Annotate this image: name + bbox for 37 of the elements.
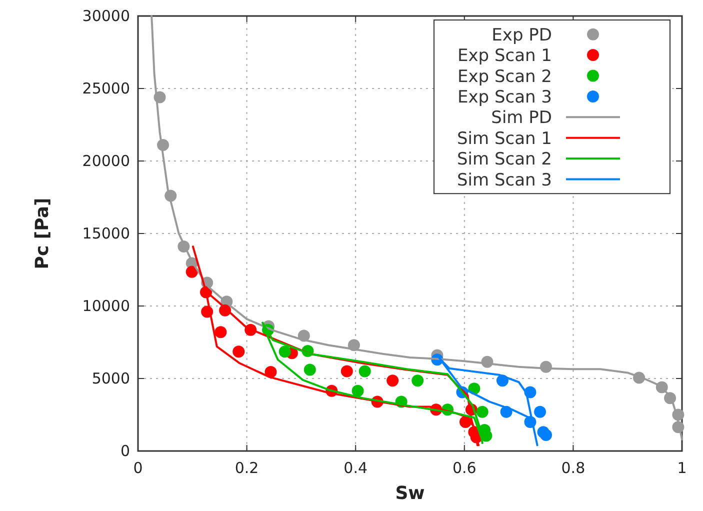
y-tick-label: 20000 [82,152,130,170]
point [214,326,227,338]
y-tick-label: 25000 [82,80,130,98]
point [186,266,198,278]
point [232,346,245,358]
y-tick-label: 30000 [82,7,130,25]
legend-label: Exp PD [492,25,552,46]
point [476,406,488,418]
x-tick-label: 0 [133,459,143,477]
x-tick-label: 1 [677,459,687,477]
x-axis-title: Sw [395,483,425,504]
legend-label: Exp Scan 1 [457,46,552,66]
point [352,384,364,397]
legend-label: Sim Scan 3 [456,170,552,190]
point [340,365,353,378]
x-tick-label: 0.4 [344,459,368,477]
y-axis-title: Pc [Pa] [32,198,53,270]
x-tick-label: 0.8 [561,459,586,477]
legend-label: Sim Scan 2 [456,150,552,170]
point [412,374,424,387]
legend-label: Sim PD [491,108,552,128]
y-tick-label: 5000 [92,370,130,388]
point [540,429,552,442]
point [278,346,291,358]
y-tick-label: 15000 [82,224,130,242]
x-tick-label: 0.2 [234,459,259,477]
line-series [150,15,683,440]
point [304,364,316,376]
point [358,365,371,378]
y-tick-label: 10000 [82,297,130,315]
legend-label: Sim Scan 1 [456,128,552,149]
point [386,374,399,387]
legend-label: Exp Scan 3 [457,87,552,108]
point [534,406,546,418]
x-tick-label: 0.6 [452,459,476,477]
legend-label: Exp Scan 2 [457,66,552,87]
y-tick-label: 0 [120,442,130,460]
